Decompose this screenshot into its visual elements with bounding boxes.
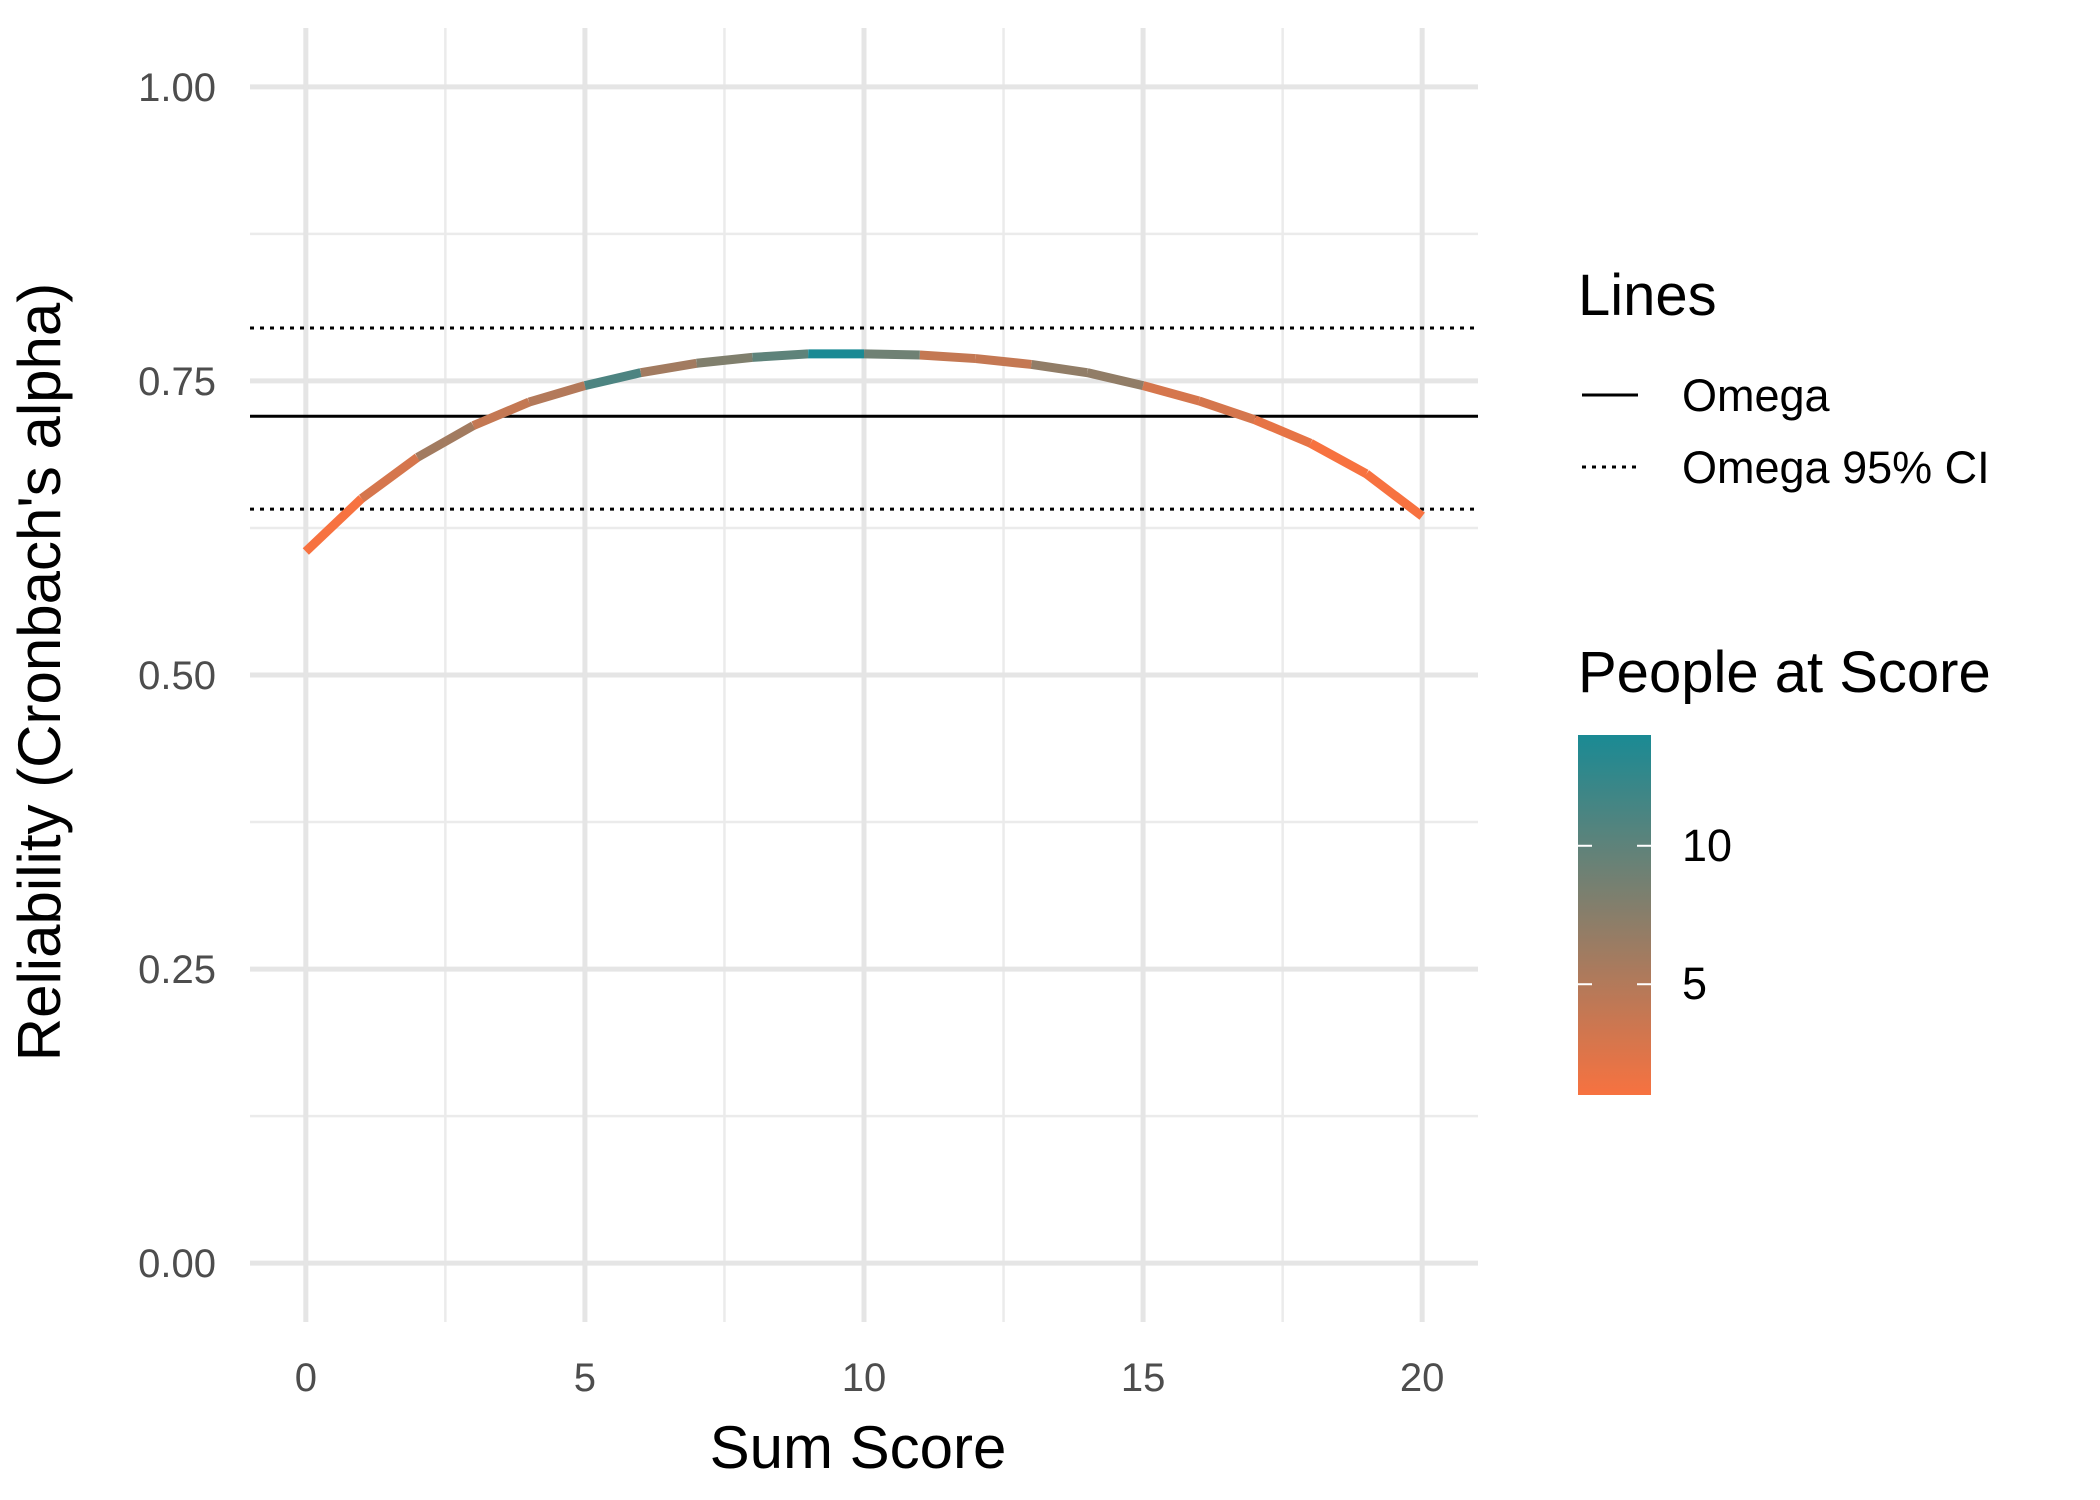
- y-tick-label: 0.25: [138, 948, 216, 992]
- reference-lines: [250, 326, 1478, 511]
- x-tick-label: 15: [1121, 1356, 1166, 1400]
- legend-lines-title: Lines: [1578, 263, 1717, 328]
- legend-lines: Lines Omega Omega 95% CI: [1578, 263, 1990, 493]
- colorbar-tick-label: 10: [1682, 820, 1732, 871]
- x-tick-label: 5: [574, 1356, 596, 1400]
- legend-omega-label: Omega: [1682, 370, 1831, 421]
- curve-segment: [975, 354, 1032, 369]
- y-tick-label: 0.00: [138, 1242, 216, 1286]
- y-tick-label: 0.75: [138, 360, 216, 404]
- legend-omega-ci-label: Omega 95% CI: [1682, 442, 1990, 493]
- curve-segment: [471, 397, 531, 430]
- curve-segment: [302, 495, 365, 555]
- curve-segment: [1197, 396, 1257, 424]
- legend-colorbar-title: People at Score: [1578, 640, 1991, 705]
- curve-segment: [1141, 381, 1201, 406]
- y-axis-ticks: 0.00 0.25 0.50 0.75 1.00: [138, 66, 216, 1286]
- curve-segment: [415, 421, 476, 462]
- x-tick-label: 0: [295, 1356, 317, 1400]
- curve-segment: [639, 358, 698, 378]
- colorbar: [1578, 735, 1651, 1095]
- curve-segment: [583, 368, 642, 390]
- colorbar-tick-label: 5: [1682, 958, 1707, 1009]
- curve-segment: [1308, 439, 1369, 478]
- x-axis-title: Sum Score: [710, 1414, 1007, 1481]
- curve-segment: [919, 350, 976, 364]
- x-tick-label: 10: [842, 1356, 887, 1400]
- curve-segment: [358, 453, 421, 503]
- y-tick-label: 0.50: [138, 654, 216, 698]
- y-tick-label: 1.00: [138, 66, 216, 110]
- curve-segment: [752, 349, 809, 362]
- x-tick-label: 20: [1400, 1356, 1445, 1400]
- legend-colorbar: People at Score 5 10: [1578, 640, 1991, 1095]
- curve-segment: [696, 352, 753, 368]
- curve-segment: [1030, 359, 1088, 378]
- curve-segment: [1363, 470, 1425, 520]
- reliability-curve: [302, 349, 1425, 555]
- curve-segment: [1086, 368, 1145, 390]
- colorbar-ticks: 5 10: [1578, 820, 1732, 1009]
- y-axis-title: Reliability (Cronbach's alpha): [6, 283, 73, 1061]
- curve-segment: [863, 349, 920, 360]
- grid: [250, 28, 1478, 1322]
- curve-segment: [527, 381, 587, 407]
- curve-segment: [1252, 415, 1313, 448]
- x-axis-ticks: 0 5 10 15 20: [295, 1356, 1445, 1400]
